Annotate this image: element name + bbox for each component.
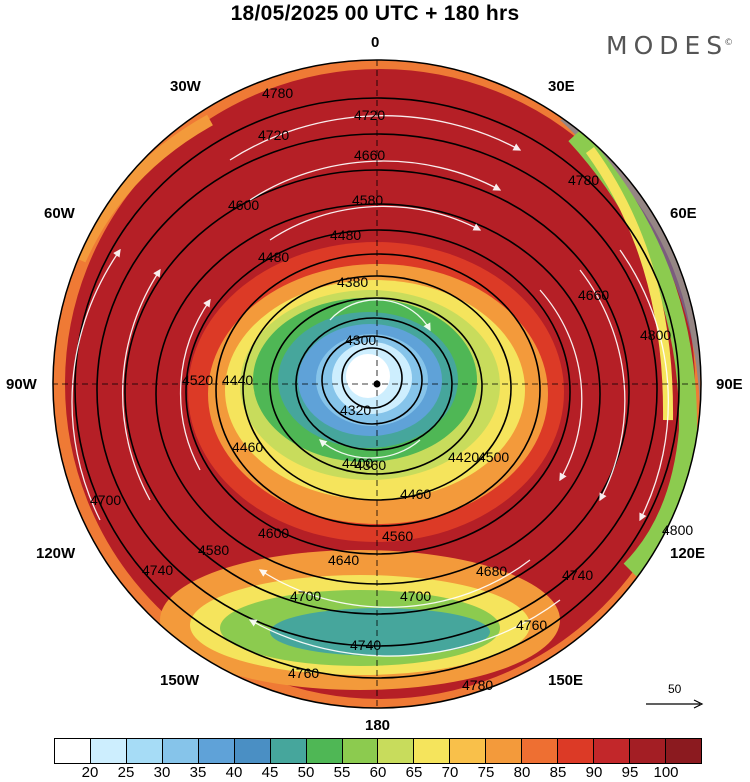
lon-label-90w: 90W [6,376,37,393]
colorbar-swatch [522,739,559,763]
contour-label: 4580 [352,192,383,208]
wind-streamlines [71,115,669,657]
colorbar-tick-label: 50 [297,764,315,781]
contour-label: 4440 [222,372,253,388]
colorbar-swatch [126,739,163,763]
lon-label-150e: 150E [548,672,584,689]
contour-label: 4740 [350,637,381,653]
colorbar-swatch [234,739,271,763]
contour-label: 4640 [328,552,359,568]
brand-name: MODES [606,31,729,60]
colorbar-tick-label: 25 [117,764,135,781]
contour-label: 4460 [400,486,431,502]
colorbar-swatch [55,739,91,763]
map-fill [53,60,701,708]
colorbar-tick-label: 55 [333,764,351,781]
colorbar-tick-label: 30 [153,764,171,781]
contour-label: 4700 [290,588,321,604]
contour-label: 4360 [355,457,386,473]
colorbar-swatch [90,739,127,763]
colorbar-tick-label: 85 [549,764,567,781]
reference-vector-label: 50 [668,682,682,696]
contour-label: 4460 [232,439,263,455]
contour-label: 4780 [568,172,599,188]
colorbar-tick-label: 20 [81,764,99,781]
contour-label: 4720 [354,107,385,123]
contour-label: 4300 [345,332,376,348]
brand-logo: MODES© [606,31,733,60]
contour-label: 4600 [228,197,259,213]
contour-label: 4760 [516,617,547,633]
colorbar-swatch [162,739,199,763]
colorbar-tick-label: 60 [369,764,387,781]
contour-label: 4580 [198,542,229,558]
colorbar-tick-label: 90 [585,764,603,781]
contour-label: 4420 [448,449,479,465]
colorbar-tick-label: 100 [653,764,679,781]
arrow-right-icon [646,699,704,709]
lon-label-60w: 60W [44,205,75,222]
colorbar-tick-label: 70 [441,764,459,781]
colorbar-swatch [450,739,487,763]
copyright-mark: © [724,37,734,48]
colorbar-ticks: 20 25 30 35 40 45 50 55 60 65 70 75 80 85 90 95 100 [54,764,702,782]
lon-label-120w: 120W [36,545,76,562]
colorbar-swatch [486,739,523,763]
colorbar-swatch [594,739,630,763]
contour-label: 4780 [262,85,293,101]
colorbar-tick-label: 40 [225,764,243,781]
colorbar-tick-label: 45 [261,764,279,781]
contour-label: 4560 [382,528,413,544]
contour-label: 4680 [476,563,507,579]
map-border [52,59,702,709]
contour-label: 4720 [258,127,289,143]
lon-label-60e: 60E [670,205,697,222]
contour-label: 4780 [462,677,493,693]
colorbar-tick-label: 80 [513,764,531,781]
colorbar-swatch [270,739,307,763]
contour-label: 4320 [340,402,371,418]
contour-label: 4740 [562,567,593,583]
colorbar-swatch [306,739,343,763]
contour-label: 4800 [640,327,671,343]
lon-label-30w: 30W [170,78,201,95]
contour-label: 4740 [142,562,173,578]
contour-label: 4600 [258,525,289,541]
contour-label: 4500 [478,449,509,465]
contour-label: 4400 [342,455,373,471]
colorbar-swatch [558,739,595,763]
contour-label: 4700 [400,588,431,604]
colorbar-swatch [630,739,666,763]
contour-label: 4380 [337,274,368,290]
lon-label-120e: 120E [670,545,706,562]
lon-label-180: 180 [365,717,391,734]
contour-label: 4660 [578,287,609,303]
contour-label: 4520 [182,372,213,388]
chart-title: 18/05/2025 00 UTC + 180 hrs [230,2,520,25]
contour-label: 4480 [258,249,289,265]
colorbar-swatch [198,739,235,763]
colorbar-tick-label: 35 [189,764,207,781]
contour-label: 4700 [90,492,121,508]
contour-label: 4800 [662,522,693,538]
lon-label-30e: 30E [548,78,575,95]
reference-vector: 50 [640,680,710,710]
colorbar-swatch [342,739,379,763]
contour-label: 4480 [330,227,361,243]
lon-label-90e: 90E [716,376,743,393]
colorbar [54,738,702,764]
colorbar-swatch [665,739,701,763]
contour-label: 4760 [288,665,319,681]
pole-dot-icon [373,380,381,388]
colorbar-tick-label: 95 [621,764,639,781]
colorbar-tick-label: 75 [477,764,495,781]
lon-label-150w: 150W [160,672,200,689]
polar-map: 4300 4320 4360 4380 4400 4420 4440 4460 4460 4480… [52,59,702,709]
colorbar-tick-label: 65 [405,764,423,781]
lon-label-0: 0 [371,34,380,51]
contour-labels: 4300 4320 4360 4380 4400 4420 4440 4460 4460 4480… [90,85,693,693]
colorbar-swatch [414,739,451,763]
contour-label: 4660 [354,147,385,163]
colorbar-swatch [378,739,415,763]
